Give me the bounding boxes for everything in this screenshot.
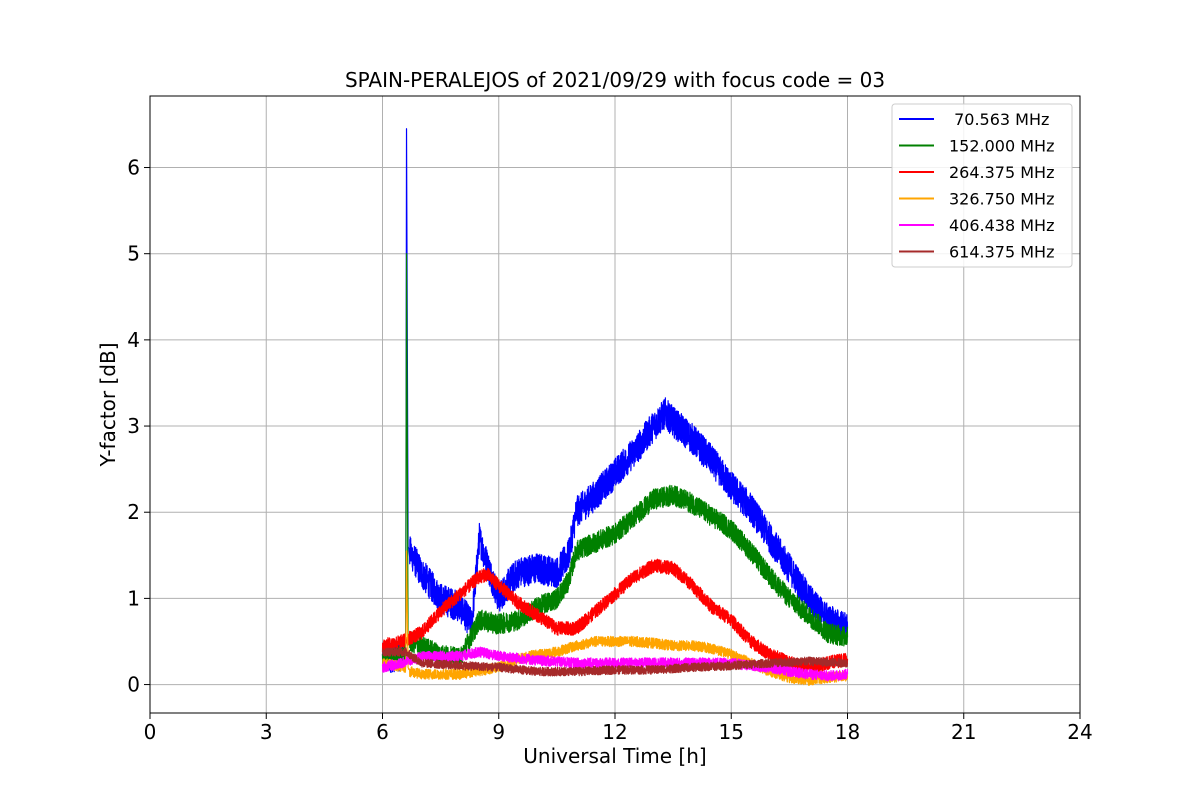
- x-tick-label: 24: [1067, 720, 1092, 744]
- y-tick-label: 6: [127, 156, 140, 180]
- x-tick-label: 12: [602, 720, 627, 744]
- y-tick-label: 3: [127, 414, 140, 438]
- series-line: [381, 558, 849, 674]
- series-0: [381, 128, 849, 674]
- x-tick-label: 18: [835, 720, 860, 744]
- y-tick-label: 1: [127, 586, 140, 610]
- series-line: [381, 647, 849, 677]
- y-tick-label: 4: [127, 328, 140, 352]
- series-line: [381, 128, 849, 674]
- chart-title: SPAIN-PERALEJOS of 2021/09/29 with focus…: [345, 68, 885, 92]
- x-tick-label: 9: [492, 720, 505, 744]
- x-tick-label: 21: [951, 720, 976, 744]
- legend-label: 406.438 MHz: [949, 216, 1054, 235]
- legend-label: 264.375 MHz: [949, 163, 1054, 182]
- legend-frame: [891, 103, 1073, 268]
- x-tick-label: 15: [719, 720, 744, 744]
- legend: 70.563 MHz 152.000 MHz 264.375 MHz 326.750 …: [891, 103, 1073, 268]
- x-tick-label: 6: [376, 720, 389, 744]
- y-axis-label: Y-factor [dB]: [96, 342, 120, 467]
- series-2: [381, 558, 849, 674]
- y-tick-label: 5: [127, 242, 140, 266]
- series-line: [381, 646, 849, 682]
- series-5: [381, 647, 849, 677]
- x-axis-label: Universal Time [h]: [523, 744, 706, 768]
- legend-label: 326.750 MHz: [949, 190, 1054, 209]
- y-tick-label: 2: [127, 500, 140, 524]
- legend-label: 152.000 MHz: [949, 137, 1054, 156]
- x-tick-label: 0: [144, 720, 157, 744]
- series-layer: [381, 128, 849, 686]
- legend-label: 614.375 MHz: [949, 243, 1054, 262]
- legend-label: 70.563 MHz: [949, 110, 1049, 129]
- series-4: [381, 646, 849, 682]
- y-tick-label: 0: [127, 673, 140, 697]
- x-tick-label: 3: [260, 720, 273, 744]
